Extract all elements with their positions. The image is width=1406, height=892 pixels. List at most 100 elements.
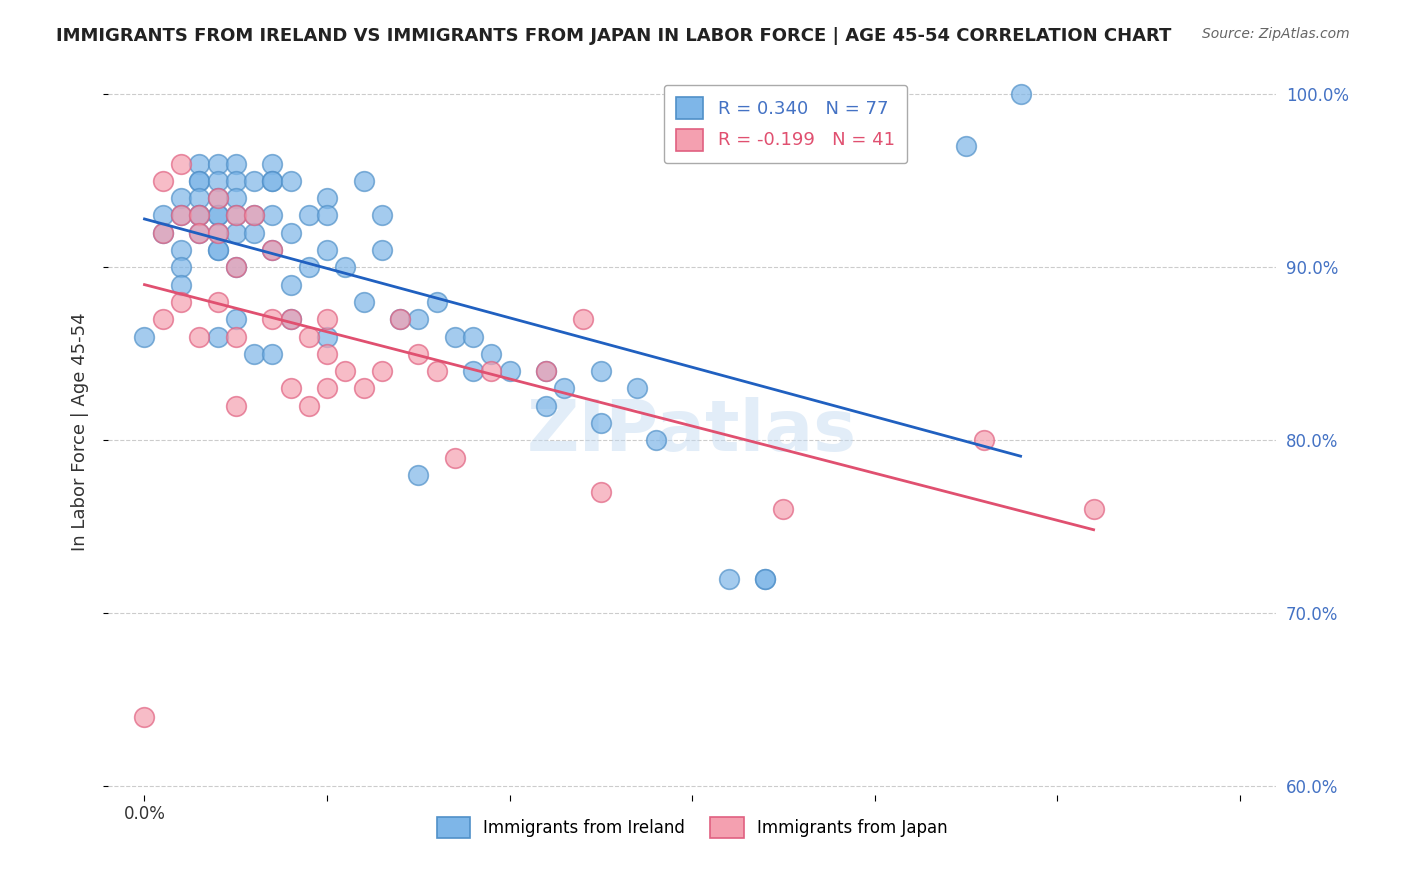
Point [298, 260, 321, 275]
Point [280, 174, 302, 188]
Legend: Immigrants from Ireland, Immigrants from Japan: Immigrants from Ireland, Immigrants from… [430, 811, 955, 845]
Point [188, 329, 211, 343]
Point [170, 294, 193, 309]
Point [461, 364, 484, 378]
Point [479, 347, 502, 361]
Point [225, 209, 247, 223]
Point [443, 450, 465, 465]
Point [316, 347, 339, 361]
Point [207, 226, 229, 240]
Point [316, 191, 339, 205]
Point [262, 156, 284, 170]
Point [243, 226, 266, 240]
Point [262, 243, 284, 257]
Point [225, 191, 247, 205]
Point [243, 209, 266, 223]
Point [170, 209, 193, 223]
Point [170, 209, 193, 223]
Text: ZIPatlas: ZIPatlas [527, 397, 858, 467]
Point [170, 156, 193, 170]
Point [262, 347, 284, 361]
Point [298, 399, 321, 413]
Point [754, 572, 776, 586]
Point [262, 174, 284, 188]
Point [152, 312, 174, 326]
Text: Source: ZipAtlas.com: Source: ZipAtlas.com [1202, 27, 1350, 41]
Point [170, 260, 193, 275]
Point [207, 243, 229, 257]
Point [280, 312, 302, 326]
Point [225, 260, 247, 275]
Point [188, 191, 211, 205]
Point [207, 191, 229, 205]
Point [170, 191, 193, 205]
Point [461, 329, 484, 343]
Point [754, 572, 776, 586]
Point [644, 434, 666, 448]
Point [353, 381, 375, 395]
Point [134, 329, 156, 343]
Point [589, 416, 612, 430]
Point [443, 329, 465, 343]
Point [243, 347, 266, 361]
Point [225, 312, 247, 326]
Point [335, 364, 357, 378]
Point [772, 502, 794, 516]
Point [353, 294, 375, 309]
Point [717, 572, 740, 586]
Point [353, 174, 375, 188]
Point [534, 399, 557, 413]
Point [298, 329, 321, 343]
Point [262, 312, 284, 326]
Point [371, 364, 394, 378]
Point [207, 209, 229, 223]
Point [1010, 87, 1032, 102]
Point [1083, 502, 1105, 516]
Point [280, 277, 302, 292]
Point [389, 312, 412, 326]
Point [389, 312, 412, 326]
Point [207, 243, 229, 257]
Point [152, 209, 174, 223]
Point [134, 710, 156, 724]
Point [225, 226, 247, 240]
Point [188, 209, 211, 223]
Point [280, 226, 302, 240]
Point [626, 381, 648, 395]
Point [225, 209, 247, 223]
Point [973, 434, 995, 448]
Point [207, 174, 229, 188]
Point [243, 174, 266, 188]
Point [188, 174, 211, 188]
Point [534, 364, 557, 378]
Point [188, 209, 211, 223]
Point [589, 485, 612, 500]
Point [152, 226, 174, 240]
Point [498, 364, 520, 378]
Point [170, 277, 193, 292]
Point [425, 294, 447, 309]
Point [225, 260, 247, 275]
Y-axis label: In Labor Force | Age 45-54: In Labor Force | Age 45-54 [72, 312, 89, 551]
Point [152, 226, 174, 240]
Point [262, 174, 284, 188]
Point [298, 209, 321, 223]
Point [188, 209, 211, 223]
Point [371, 243, 394, 257]
Point [243, 209, 266, 223]
Point [316, 312, 339, 326]
Point [188, 174, 211, 188]
Point [553, 381, 575, 395]
Point [207, 209, 229, 223]
Point [225, 399, 247, 413]
Point [207, 294, 229, 309]
Point [534, 364, 557, 378]
Point [316, 381, 339, 395]
Point [280, 312, 302, 326]
Point [225, 174, 247, 188]
Point [225, 156, 247, 170]
Point [280, 381, 302, 395]
Point [207, 156, 229, 170]
Point [170, 243, 193, 257]
Point [316, 329, 339, 343]
